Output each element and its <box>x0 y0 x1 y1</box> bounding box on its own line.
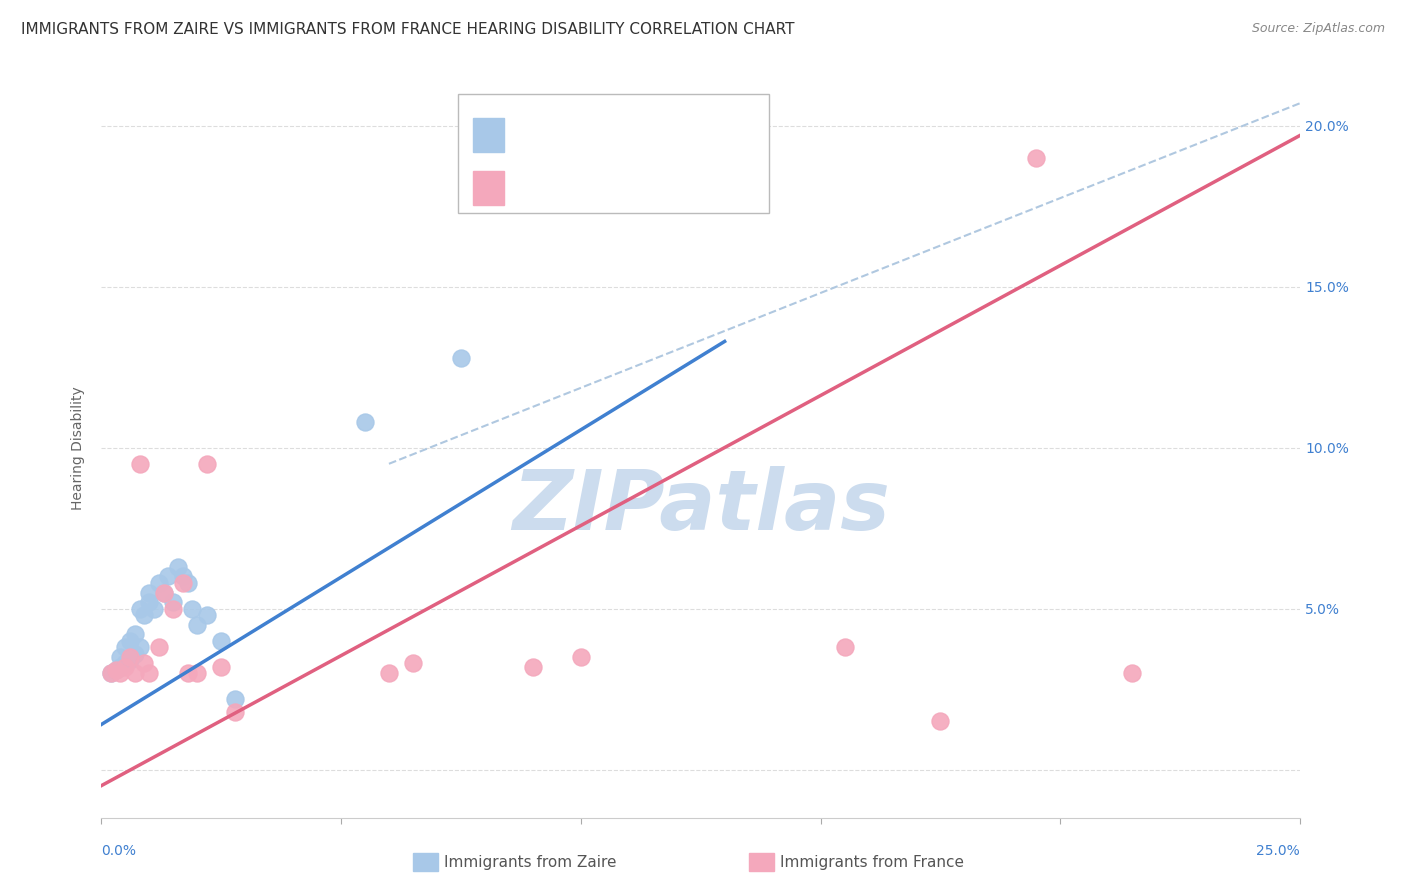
Point <box>195 608 218 623</box>
Point <box>114 659 136 673</box>
Point <box>110 649 132 664</box>
Point <box>110 666 132 681</box>
Point <box>378 666 401 681</box>
Point <box>124 647 146 661</box>
Point <box>186 666 208 681</box>
Text: R = 0.730: R = 0.730 <box>513 178 603 197</box>
Point <box>134 608 156 623</box>
Text: IMMIGRANTS FROM ZAIRE VS IMMIGRANTS FROM FRANCE HEARING DISABILITY CORRELATION C: IMMIGRANTS FROM ZAIRE VS IMMIGRANTS FROM… <box>21 22 794 37</box>
Point <box>224 691 246 706</box>
Point <box>167 559 190 574</box>
Point <box>522 659 544 673</box>
Point <box>181 601 204 615</box>
Point <box>143 601 166 615</box>
Point <box>1121 666 1143 681</box>
Point <box>148 640 170 655</box>
Point <box>110 659 132 673</box>
Point <box>402 657 425 671</box>
Point <box>100 666 122 681</box>
Text: 25.0%: 25.0% <box>1257 844 1301 858</box>
Point <box>152 585 174 599</box>
Point <box>195 457 218 471</box>
Point <box>128 601 150 615</box>
Point <box>162 595 184 609</box>
Point <box>100 666 122 681</box>
Point <box>118 649 141 664</box>
Point <box>834 640 856 655</box>
Point <box>209 633 232 648</box>
Point <box>124 666 146 681</box>
Point <box>114 640 136 655</box>
Text: 0.0%: 0.0% <box>101 844 136 858</box>
Point <box>224 705 246 719</box>
Point <box>138 595 160 609</box>
Point <box>104 663 127 677</box>
Point <box>114 657 136 671</box>
Point <box>354 415 377 429</box>
Point <box>104 663 127 677</box>
Point <box>209 659 232 673</box>
Point <box>134 657 156 671</box>
Point <box>157 569 180 583</box>
Point <box>128 457 150 471</box>
Point <box>450 351 472 365</box>
Point <box>138 666 160 681</box>
Point <box>569 649 592 664</box>
Point <box>929 714 952 729</box>
Point <box>176 666 198 681</box>
Point <box>1025 151 1047 165</box>
Point <box>128 640 150 655</box>
Text: Immigrants from Zaire: Immigrants from Zaire <box>444 855 616 870</box>
Y-axis label: Hearing Disability: Hearing Disability <box>72 386 86 509</box>
Point <box>186 617 208 632</box>
Text: Immigrants from France: Immigrants from France <box>779 855 963 870</box>
Point <box>148 575 170 590</box>
Point <box>118 633 141 648</box>
Point <box>176 575 198 590</box>
Text: R = 0.830: R = 0.830 <box>513 126 603 144</box>
Text: ZIPatlas: ZIPatlas <box>512 467 890 548</box>
Text: Source: ZipAtlas.com: Source: ZipAtlas.com <box>1251 22 1385 36</box>
Text: N = 30: N = 30 <box>651 126 718 144</box>
Point <box>118 653 141 667</box>
Point <box>124 627 146 641</box>
Point <box>138 585 160 599</box>
Point <box>172 575 194 590</box>
Point <box>162 601 184 615</box>
Point <box>172 569 194 583</box>
Point <box>152 585 174 599</box>
Text: N = 26: N = 26 <box>651 178 718 197</box>
